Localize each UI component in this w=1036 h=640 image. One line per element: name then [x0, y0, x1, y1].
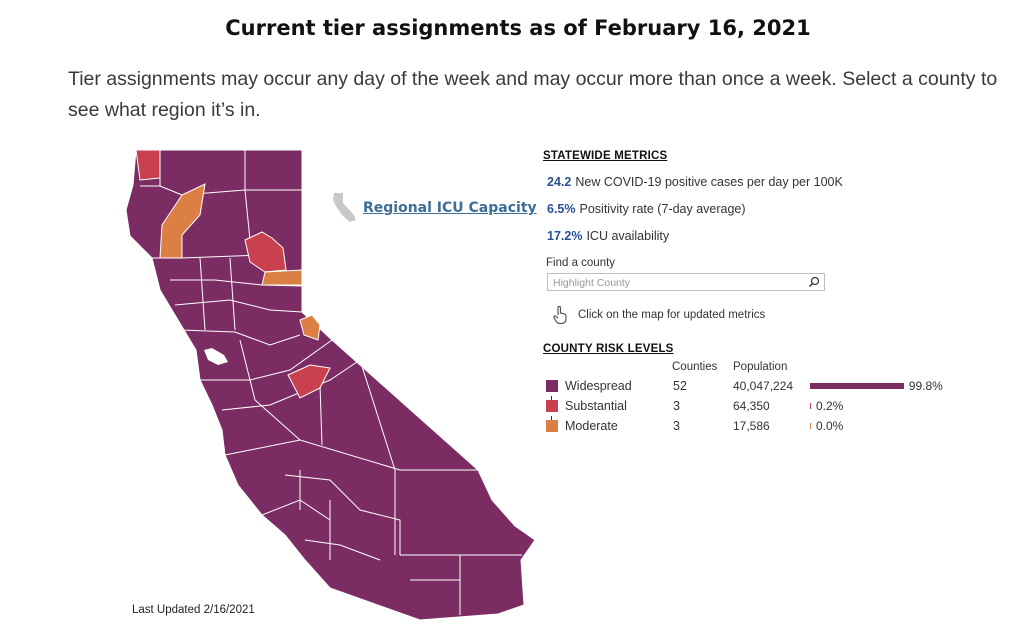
- risk-population: 64,350: [733, 399, 770, 413]
- pointer-hand-icon: [553, 305, 567, 325]
- risk-row-widespread[interactable]: Widespread 52 40,047,224 99.8%: [543, 377, 1013, 397]
- moderate-swatch: [546, 420, 558, 432]
- icu-capacity-link-group[interactable]: Regional ICU Capacity: [330, 192, 537, 224]
- risk-share-pct: 99.8%: [908, 379, 943, 393]
- bay-area-water: [204, 348, 228, 365]
- risk-label: Widespread: [565, 379, 632, 393]
- risk-levels-table: Counties Population Widespread 52 40,047…: [543, 361, 1013, 441]
- county-del-norte[interactable]: [135, 149, 161, 181]
- risk-share-pct: 0.0%: [816, 419, 844, 433]
- county-trinity[interactable]: [159, 183, 206, 259]
- metric-icu-value: 17.2%: [547, 229, 583, 243]
- county-search-box[interactable]: [547, 273, 825, 291]
- legend-connector: [551, 396, 552, 402]
- col-population-header: Population: [733, 361, 788, 373]
- california-county-map[interactable]: [120, 145, 550, 630]
- substantial-swatch: [546, 400, 558, 412]
- county-search-input[interactable]: [551, 275, 805, 291]
- metric-positivity: 6.5% Positivity rate (7-day average): [547, 202, 1013, 216]
- legend-connector: [551, 416, 552, 422]
- page-title: Current tier assignments as of February …: [225, 16, 811, 40]
- map-hint-text: Click on the map for updated metrics: [578, 309, 766, 321]
- metrics-panel: STATEWIDE METRICS 24.2 New COVID-19 posi…: [543, 150, 1013, 441]
- risk-share-bar: [810, 383, 904, 389]
- risk-row-moderate[interactable]: Moderate 3 17,586 0.0%: [543, 417, 1013, 437]
- last-updated-text: Last Updated 2/16/2021: [132, 604, 255, 616]
- state-outline[interactable]: [125, 149, 536, 621]
- metric-icu: 17.2% ICU availability: [547, 229, 1013, 243]
- find-county-label: Find a county: [546, 257, 616, 269]
- risk-population: 17,586: [733, 419, 770, 433]
- metric-icu-label: ICU availability: [586, 229, 670, 243]
- california-outline-icon: [333, 193, 356, 222]
- risk-share-bar: [810, 423, 811, 429]
- risk-counties: 3: [673, 419, 680, 433]
- metric-positivity-value: 6.5%: [547, 202, 576, 216]
- risk-label: Moderate: [565, 419, 618, 433]
- risk-share-pct: 0.2%: [816, 399, 844, 413]
- risk-share-bar: [810, 403, 811, 409]
- intro-text: Tier assignments may occur any day of th…: [68, 68, 998, 121]
- metric-cases: 24.2 New COVID-19 positive cases per day…: [547, 175, 1013, 189]
- county-mariposa[interactable]: [287, 364, 331, 399]
- risk-label: Substantial: [565, 399, 627, 413]
- map-hint: Click on the map for updated metrics: [543, 305, 1013, 325]
- statewide-metrics-heading: STATEWIDE METRICS: [543, 150, 668, 162]
- col-counties-header: Counties: [672, 361, 718, 373]
- metric-cases-value: 24.2: [547, 175, 572, 189]
- icu-capacity-link[interactable]: Regional ICU Capacity: [363, 200, 537, 216]
- metric-positivity-label: Positivity rate (7-day average): [579, 202, 746, 216]
- risk-row-substantial[interactable]: Substantial 3 64,350 0.2%: [543, 397, 1013, 417]
- risk-counties: 3: [673, 399, 680, 413]
- county-alpine[interactable]: [299, 314, 321, 341]
- county-plumas[interactable]: [244, 231, 287, 273]
- risk-counties: 52: [673, 379, 687, 393]
- widespread-swatch: [546, 380, 558, 392]
- metric-cases-label: New COVID-19 positive cases per day per …: [575, 175, 843, 189]
- search-icon[interactable]: [808, 276, 820, 288]
- risk-population: 40,047,224: [733, 379, 794, 393]
- county-risk-levels-heading: COUNTY RISK LEVELS: [543, 343, 674, 355]
- county-sierra[interactable]: [261, 269, 303, 286]
